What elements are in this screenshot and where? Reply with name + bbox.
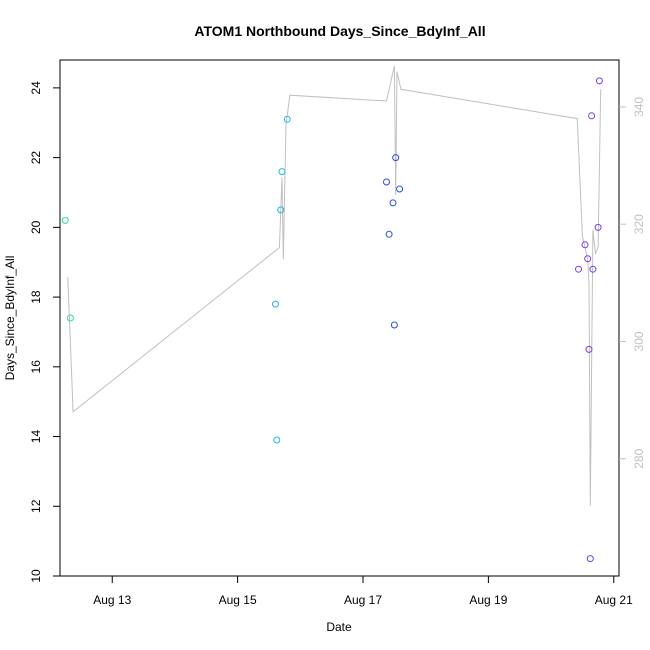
data-point	[585, 345, 593, 353]
data-point	[278, 168, 286, 176]
y-tick-label: 10	[29, 569, 43, 583]
y-axis: 10 12 14 16 18 20 22 24	[29, 81, 60, 583]
data-point	[385, 230, 393, 238]
y-tick-label: 20	[29, 220, 43, 234]
y-tick-label: 18	[29, 290, 43, 304]
data-point	[389, 199, 397, 207]
x-axis: Aug 13 Aug 15 Aug 17 Aug 19 Aug 21	[93, 576, 633, 607]
y-axis-label: Days_Since_BdyInf_All	[3, 256, 17, 381]
data-point	[283, 115, 291, 123]
data-point	[392, 154, 400, 162]
data-point	[581, 241, 589, 249]
secondary-series-line	[67, 65, 602, 506]
y-tick-label: 14	[29, 430, 43, 444]
y2-tick-label: 280	[632, 448, 646, 468]
data-point	[66, 314, 74, 322]
x-tick-label: Aug 15	[219, 593, 257, 607]
data-point	[584, 255, 592, 263]
y-tick-label: 24	[29, 81, 43, 95]
x-axis-label: Date	[326, 620, 352, 634]
x-tick-label: Aug 21	[595, 593, 633, 607]
x-tick-label: Aug 13	[93, 593, 131, 607]
data-point	[589, 265, 597, 273]
y2-tick-label: 340	[632, 97, 646, 117]
chart-title: ATOM1 Northbound Days_Since_BdyInf_All	[194, 23, 485, 39]
data-point	[383, 178, 390, 186]
x-tick-label: Aug 17	[344, 593, 382, 607]
data-point	[595, 77, 603, 85]
data-point	[586, 555, 594, 563]
data-point	[594, 223, 602, 231]
plot-frame	[59, 59, 620, 577]
data-point	[273, 436, 281, 444]
y2-tick-label: 300	[632, 331, 646, 351]
secondary-y-axis: 280 300 320 340	[619, 97, 646, 469]
y-tick-label: 16	[29, 360, 43, 374]
secondary-series-layer	[67, 65, 602, 506]
data-point	[396, 185, 404, 193]
data-point	[61, 216, 69, 224]
data-point	[277, 206, 285, 214]
data-point	[575, 265, 582, 273]
data-point	[272, 300, 279, 308]
data-point	[390, 321, 398, 329]
y2-tick-label: 320	[632, 214, 646, 234]
y-tick-label: 12	[29, 499, 43, 513]
points-layer	[61, 77, 603, 563]
data-point	[588, 112, 596, 120]
x-tick-label: Aug 19	[469, 593, 507, 607]
y-tick-label: 22	[29, 151, 43, 165]
